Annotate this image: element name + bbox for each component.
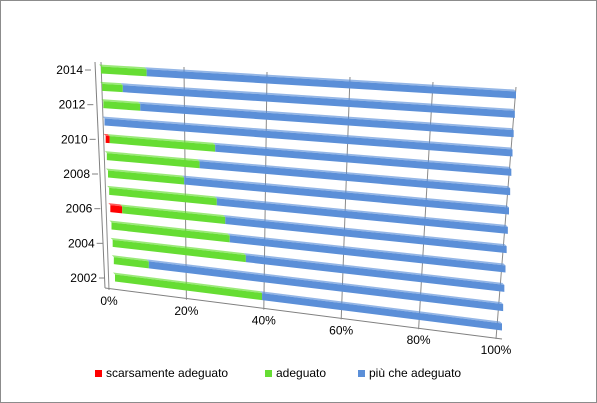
bar-top-2010-adeguato bbox=[107, 134, 216, 145]
legend-swatch-scarsamente-adeguato bbox=[95, 370, 102, 377]
bar-2010-scarsamente-adeguato bbox=[105, 135, 110, 144]
bar-2008-piu-che-adeguato bbox=[184, 177, 509, 215]
bar-2003-piu-che-adeguato bbox=[148, 261, 504, 312]
x-tick-label-80pct: 80% bbox=[407, 333, 431, 347]
bar-top-2007-piu-che-adeguato bbox=[214, 196, 508, 227]
bar-2010-adeguato bbox=[109, 136, 216, 152]
legend-label-adeguato: adeguato bbox=[276, 366, 326, 380]
bar-2005-adeguato bbox=[111, 222, 230, 243]
bar-2011-piu-che-adeguato bbox=[104, 118, 513, 157]
bar-top-2006-adeguato bbox=[120, 204, 226, 218]
y-tick-label-2006: 2006 bbox=[66, 202, 93, 216]
bar-2006-scarsamente-adeguato bbox=[110, 205, 123, 214]
bar-top-2003-adeguato bbox=[111, 255, 149, 262]
bar-2007-adeguato bbox=[109, 187, 217, 206]
x-tick-label-20pct: 20% bbox=[174, 304, 198, 318]
bar-top-2006-scarsamente-adeguato bbox=[108, 203, 123, 207]
bar-top-2005-adeguato bbox=[109, 220, 230, 236]
legend-label-scarsamente-adeguato: scarsamente adeguato bbox=[106, 366, 228, 380]
bar-top-2002-adeguato bbox=[113, 272, 263, 294]
bar-2006-piu-che-adeguato bbox=[225, 217, 507, 254]
bar-2014-piu-che-adeguato bbox=[146, 69, 516, 99]
y-tick-label-2010: 2010 bbox=[61, 132, 88, 146]
bar-2007-piu-che-adeguato bbox=[216, 198, 508, 234]
bar-2010-piu-che-adeguato bbox=[215, 144, 512, 176]
bar-2009-adeguato bbox=[106, 153, 200, 169]
y-axis-line bbox=[94, 61, 106, 289]
bar-2002-piu-che-adeguato bbox=[262, 293, 502, 331]
bar-top-2009-adeguato bbox=[104, 151, 200, 162]
bars bbox=[99, 64, 516, 331]
bar-top-2008-adeguato bbox=[106, 168, 185, 178]
y-axis-ticks: 2002 2004 2006 2008 2010 2012 2014 bbox=[56, 63, 105, 285]
bar-top-2004-piu-che-adeguato bbox=[243, 253, 505, 285]
bar-top-2014-piu-che-adeguato bbox=[144, 67, 516, 92]
bar-top-2013-piu-che-adeguato bbox=[120, 83, 515, 111]
legend: scarsamente adeguato adeguato più che ad… bbox=[95, 366, 461, 380]
bar-2012-piu-che-adeguato bbox=[140, 103, 514, 138]
bar-top-2011-piu-che-adeguato bbox=[102, 116, 513, 150]
bar-2003-adeguato bbox=[113, 257, 149, 269]
y-tick-label-2008: 2008 bbox=[63, 167, 90, 181]
bar-top-2014-adeguato bbox=[99, 64, 147, 70]
bar-top-2013-adeguato bbox=[100, 81, 123, 86]
bar-top-2003-piu-che-adeguato bbox=[146, 259, 504, 305]
bar-2012-adeguato bbox=[103, 101, 141, 111]
x-tick-label-100pct: 100% bbox=[481, 343, 512, 357]
x-axis-ticks: 0% 20% 40% 60% 80% 100% bbox=[100, 294, 511, 357]
x-tick-label-60pct: 60% bbox=[329, 323, 353, 337]
bar-2006-adeguato bbox=[122, 206, 226, 225]
x-tick-label-0pct: 0% bbox=[100, 294, 118, 308]
bar-2013-piu-che-adeguato bbox=[122, 85, 515, 118]
bar-2002-adeguato bbox=[115, 274, 263, 301]
y-tick-label-2002: 2002 bbox=[70, 271, 97, 285]
bar-2014-adeguato bbox=[101, 66, 147, 77]
legend-label-piu-che-adeguato: più che adeguato bbox=[369, 366, 461, 380]
x-tick-label-40pct: 40% bbox=[252, 314, 276, 328]
bar-2013-adeguato bbox=[102, 83, 123, 93]
bar-2004-piu-che-adeguato bbox=[245, 255, 505, 292]
bar-top-2010-scarsamente-adeguato bbox=[103, 133, 110, 137]
bar-2004-adeguato bbox=[112, 239, 246, 263]
legend-swatch-adeguato bbox=[265, 370, 272, 377]
bar-top-2012-piu-che-adeguato bbox=[138, 101, 514, 131]
bar-top-2008-piu-che-adeguato bbox=[182, 175, 509, 208]
legend-swatch-piu-che-adeguato bbox=[358, 370, 365, 377]
x-axis-line bbox=[104, 287, 503, 340]
bar-top-2012-adeguato bbox=[101, 99, 141, 104]
y-tick-label-2014: 2014 bbox=[56, 63, 83, 77]
y-tick-label-2012: 2012 bbox=[59, 98, 86, 112]
bar-top-2005-piu-che-adeguato bbox=[227, 233, 506, 266]
y-tick-label-2004: 2004 bbox=[68, 236, 95, 250]
bar-top-2006-piu-che-adeguato bbox=[223, 215, 507, 247]
bar-top-2010-piu-che-adeguato bbox=[213, 142, 512, 169]
bar-2008-adeguato bbox=[108, 170, 185, 185]
bar-top-2007-adeguato bbox=[107, 185, 217, 199]
bar-top-2002-piu-che-adeguato bbox=[260, 291, 502, 324]
bar-2009-piu-che-adeguato bbox=[199, 161, 511, 196]
bar-2005-piu-che-adeguato bbox=[229, 235, 506, 273]
bar-top-2004-adeguato bbox=[110, 237, 246, 256]
bar-top-2009-piu-che-adeguato bbox=[197, 159, 511, 189]
